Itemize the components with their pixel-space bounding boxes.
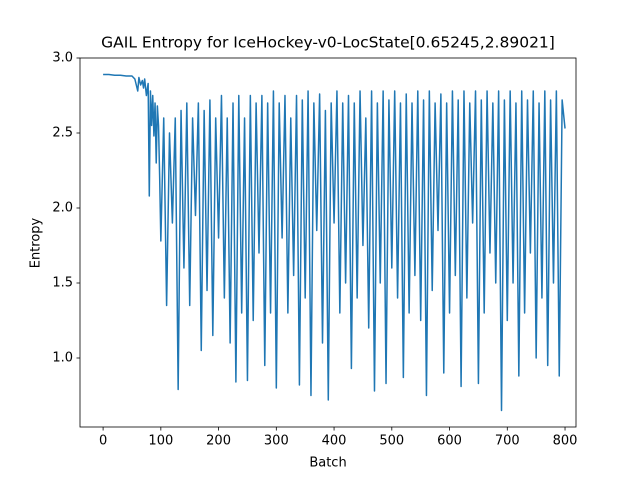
plot-frame [79,57,577,428]
y-tick-label: 2.0 [52,201,73,216]
x-tick-label: 500 [379,434,404,449]
data-line [103,73,566,412]
x-tick-label: 200 [206,434,231,449]
y-tick-label: 1.0 [52,351,73,366]
x-tick-label: 300 [264,434,289,449]
x-axis-label: Batch [309,456,346,471]
x-tick-label: 700 [495,434,520,449]
x-tick-label: 100 [148,434,173,449]
x-tick-label: 0 [99,434,107,449]
chart-title: GAIL Entropy for IceHockey-v0-LocState[0… [101,34,555,52]
x-tick-label: 400 [322,434,347,449]
x-tick-label: 600 [437,434,462,449]
y-tick-label: 1.5 [52,276,73,291]
y-tick-label: 2.5 [52,126,73,141]
y-axis-label: Entropy [29,217,44,268]
y-tick-label: 3.0 [52,51,73,66]
x-tick-label: 800 [553,434,578,449]
